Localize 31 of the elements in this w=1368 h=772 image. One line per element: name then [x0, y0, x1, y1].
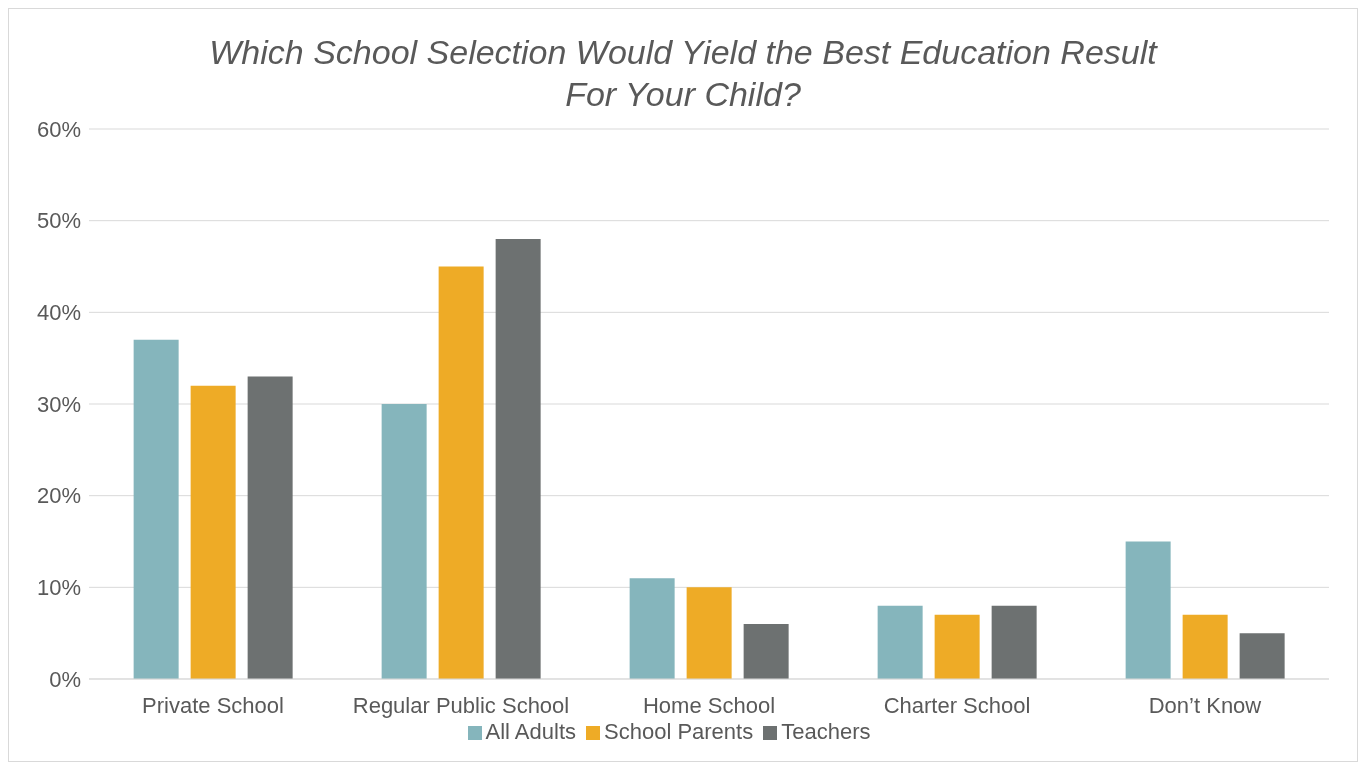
bar [381, 404, 427, 679]
bar [743, 624, 789, 679]
bar [686, 587, 732, 679]
bar [247, 376, 293, 679]
y-tick-label: 50% [36, 208, 81, 234]
bar [1239, 633, 1285, 679]
legend-label: School Parents [604, 719, 754, 744]
bar [438, 266, 484, 679]
y-tick-label: 30% [36, 391, 81, 417]
y-tick-label: 10% [36, 575, 81, 601]
bar [1125, 541, 1171, 679]
bar [495, 239, 541, 679]
legend-label: Teachers [781, 719, 871, 744]
bar [190, 385, 236, 679]
bar [133, 339, 179, 679]
bar [629, 578, 675, 679]
y-tick-label: 0% [49, 666, 81, 692]
x-tick-label: Don’t Know [1148, 692, 1262, 718]
x-tick-label: Private School [142, 692, 284, 718]
bar [877, 605, 923, 679]
bar [934, 614, 980, 679]
chart-title: Which School Selection Would Yield the Best Education Result For Your Child? [208, 32, 1159, 115]
y-tick-label: 40% [36, 300, 81, 326]
x-tick-label: Home School [642, 692, 776, 718]
bar [1182, 614, 1228, 679]
y-tick-label: 20% [36, 483, 81, 509]
x-tick-label: Regular Public School [352, 692, 570, 718]
y-tick-label: 60% [36, 116, 81, 142]
bar [991, 605, 1037, 679]
legend-label: All Adults [485, 719, 576, 744]
x-tick-label: Charter School [883, 692, 1031, 718]
